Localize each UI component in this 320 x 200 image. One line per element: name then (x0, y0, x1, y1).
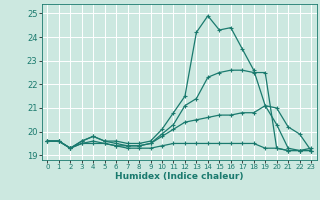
X-axis label: Humidex (Indice chaleur): Humidex (Indice chaleur) (115, 172, 244, 181)
